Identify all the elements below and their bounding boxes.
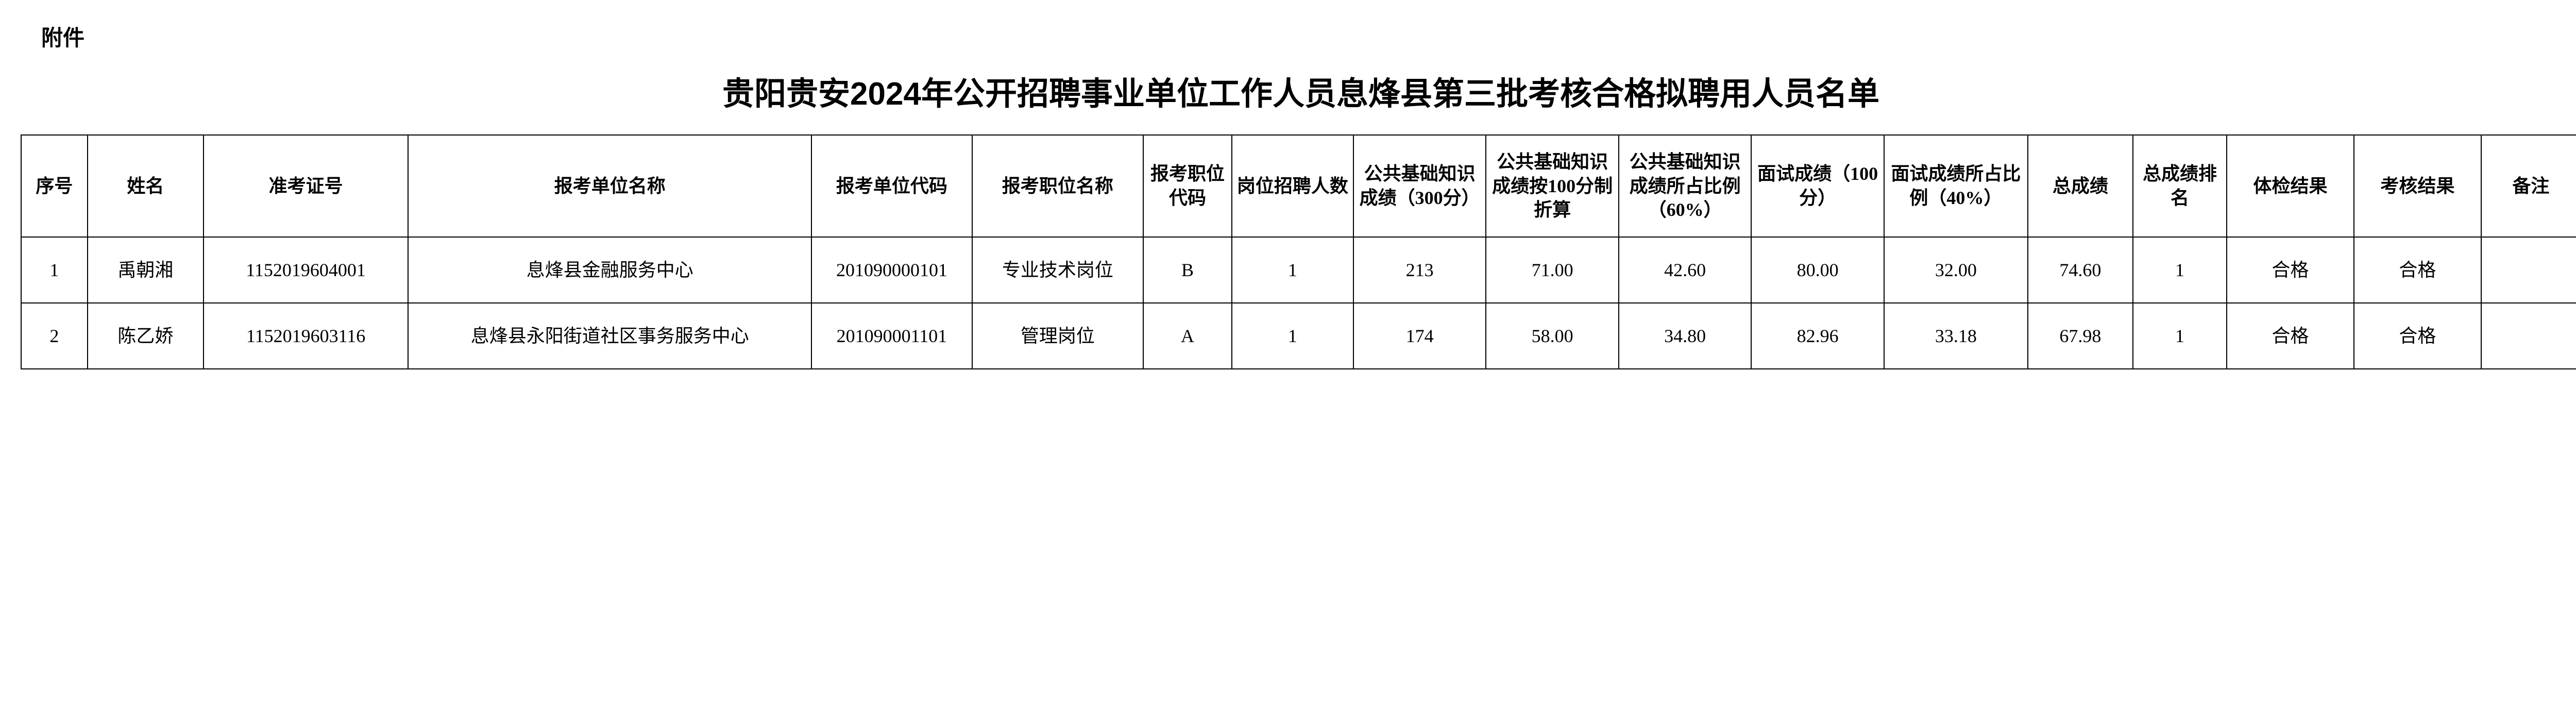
col-interview-score: 面试成绩（100分） — [1751, 135, 1884, 237]
cell-physical: 合格 — [2227, 237, 2354, 303]
col-basic-score: 公共基础知识成绩（300分） — [1353, 135, 1486, 237]
cell-unit-code: 201090001101 — [811, 303, 972, 369]
col-name: 姓名 — [88, 135, 204, 237]
cell-seq: 1 — [21, 237, 88, 303]
col-total-score: 总成绩 — [2028, 135, 2133, 237]
table-header-row: 序号 姓名 准考证号 报考单位名称 报考单位代码 报考职位名称 报考职位代码 岗… — [21, 135, 2576, 237]
col-unit-code: 报考单位代码 — [811, 135, 972, 237]
cell-basic-60: 42.60 — [1619, 237, 1752, 303]
cell-recruit-count: 1 — [1232, 303, 1353, 369]
cell-position-name: 管理岗位 — [972, 303, 1144, 369]
col-basic-100: 公共基础知识成绩按100分制折算 — [1486, 135, 1619, 237]
col-unit-name: 报考单位名称 — [408, 135, 811, 237]
col-assess: 考核结果 — [2354, 135, 2481, 237]
col-remark: 备注 — [2481, 135, 2576, 237]
cell-basic-60: 34.80 — [1619, 303, 1752, 369]
cell-rank: 1 — [2133, 237, 2227, 303]
cell-unit-name: 息烽县永阳街道社区事务服务中心 — [408, 303, 811, 369]
col-physical: 体检结果 — [2227, 135, 2354, 237]
cell-position-name: 专业技术岗位 — [972, 237, 1144, 303]
cell-basic-100: 58.00 — [1486, 303, 1619, 369]
attachment-label: 附件 — [41, 21, 2576, 52]
cell-position-code: A — [1143, 303, 1232, 369]
cell-basic-score: 213 — [1353, 237, 1486, 303]
cell-interview-40: 33.18 — [1884, 303, 2028, 369]
cell-physical: 合格 — [2227, 303, 2354, 369]
cell-interview-score: 80.00 — [1751, 237, 1884, 303]
cell-seq: 2 — [21, 303, 88, 369]
table-row: 1 禹朝湘 1152019604001 息烽县金融服务中心 2010900001… — [21, 237, 2576, 303]
col-exam-id: 准考证号 — [204, 135, 408, 237]
cell-assess: 合格 — [2354, 237, 2481, 303]
cell-exam-id: 1152019604001 — [204, 237, 408, 303]
col-interview-40: 面试成绩所占比例（40%） — [1884, 135, 2028, 237]
cell-name: 禹朝湘 — [88, 237, 204, 303]
cell-total-score: 67.98 — [2028, 303, 2133, 369]
cell-basic-100: 71.00 — [1486, 237, 1619, 303]
cell-name: 陈乙娇 — [88, 303, 204, 369]
cell-total-score: 74.60 — [2028, 237, 2133, 303]
cell-unit-name: 息烽县金融服务中心 — [408, 237, 811, 303]
cell-position-code: B — [1143, 237, 1232, 303]
cell-unit-code: 201090000101 — [811, 237, 972, 303]
cell-basic-score: 174 — [1353, 303, 1486, 369]
col-position-name: 报考职位名称 — [972, 135, 1144, 237]
col-seq: 序号 — [21, 135, 88, 237]
cell-remark — [2481, 303, 2576, 369]
col-rank: 总成绩排名 — [2133, 135, 2227, 237]
cell-recruit-count: 1 — [1232, 237, 1353, 303]
cell-interview-40: 32.00 — [1884, 237, 2028, 303]
col-recruit-count: 岗位招聘人数 — [1232, 135, 1353, 237]
table-row: 2 陈乙娇 1152019603116 息烽县永阳街道社区事务服务中心 2010… — [21, 303, 2576, 369]
cell-rank: 1 — [2133, 303, 2227, 369]
cell-exam-id: 1152019603116 — [204, 303, 408, 369]
cell-interview-score: 82.96 — [1751, 303, 1884, 369]
cell-assess: 合格 — [2354, 303, 2481, 369]
col-basic-60: 公共基础知识成绩所占比例（60%） — [1619, 135, 1752, 237]
roster-table: 序号 姓名 准考证号 报考单位名称 报考单位代码 报考职位名称 报考职位代码 岗… — [21, 134, 2576, 369]
cell-remark — [2481, 237, 2576, 303]
page-title: 贵阳贵安2024年公开招聘事业单位工作人员息烽县第三批考核合格拟聘用人员名单 — [21, 67, 2576, 114]
col-position-code: 报考职位代码 — [1143, 135, 1232, 237]
